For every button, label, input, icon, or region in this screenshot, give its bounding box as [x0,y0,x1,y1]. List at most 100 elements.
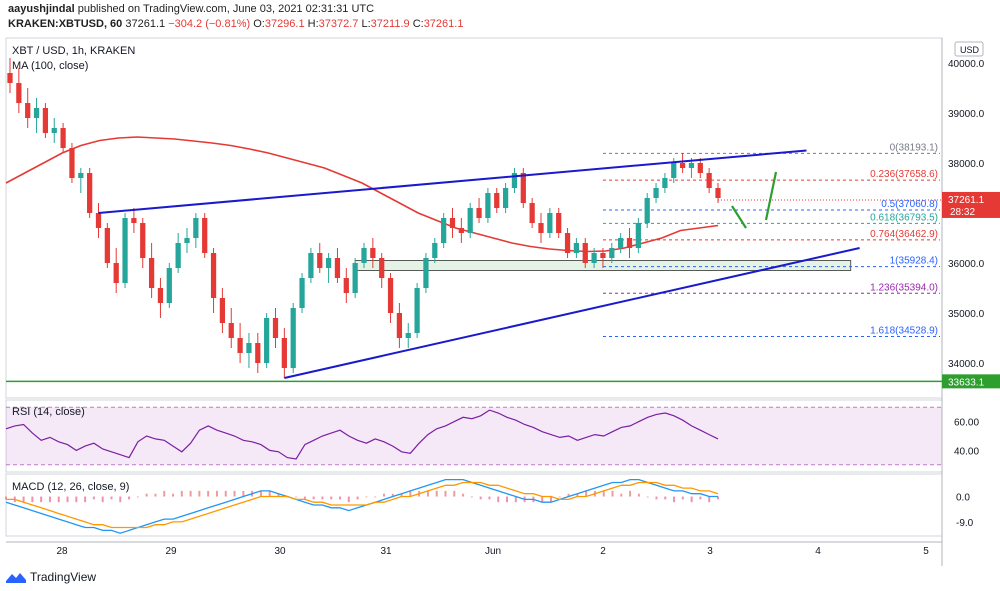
x-tick-label: 5 [923,546,929,557]
candle-body [547,213,553,233]
x-tick-label: 29 [165,546,177,557]
macd-histogram-bar [365,496,368,498]
macd-histogram-bar [655,496,658,500]
macd-histogram-bar [5,496,7,500]
candle-body [193,218,199,238]
macd-histogram-bar [426,490,429,497]
ma-indicator-label: MA (100, close) [12,60,88,72]
candle-body [131,218,137,223]
low-value: 37211.9 [370,18,410,30]
close-value: 37261.1 [423,18,464,30]
macd-histogram-bar [620,493,623,497]
last-price-badge [942,191,1000,218]
macd-histogram-bar [22,496,25,503]
candle-body [432,243,438,258]
macd-histogram-bar [470,496,473,498]
candle-body [662,178,668,188]
candle-body [157,288,164,303]
candle-body [272,318,279,338]
candle-body [396,313,403,338]
candle-body [264,318,270,363]
candle-body [325,258,332,268]
candle-body [635,223,641,248]
y-tick-label: 38000.0 [948,159,985,170]
candle-body [148,258,155,288]
macd-histogram-bar [154,493,157,497]
macd-histogram-bar [330,496,333,500]
chart-canvas[interactable]: 34000.035000.036000.037000.038000.039000… [0,0,1000,566]
candle-body [387,278,394,313]
candle-body [688,163,695,168]
price-pane [5,37,943,399]
candle-body [334,258,341,278]
x-tick-label: 4 [815,546,821,557]
candle-body [175,243,181,268]
macd-histogram-bar [488,496,491,500]
macd-histogram-bar [189,490,192,497]
y-tick-label: 39000.0 [948,109,985,120]
macd-line [5,478,718,534]
tradingview-logo[interactable]: TradingView [6,570,96,584]
candle-body [370,248,376,258]
candle-body [361,248,367,263]
candle-body [228,323,234,338]
low-label: L: [361,18,371,30]
candle-body [449,218,456,228]
macd-histogram-bar [664,496,667,500]
candle-body [618,238,624,248]
candle-body [556,213,562,233]
candle-body [290,308,296,368]
rsi-y-tick-label: 60.00 [954,418,979,429]
candle-body [671,163,677,178]
macd-histogram-bar [382,493,385,497]
macd-histogram-bar [198,490,201,497]
candle-body [51,128,57,133]
x-tick-label: 28 [56,546,68,557]
candle-body [104,228,110,263]
macd-histogram-bar [356,496,359,500]
candle-body [184,238,190,243]
candle-body [538,223,544,233]
candle-body [255,343,261,363]
macd-histogram-bar [435,490,438,497]
fib-level-label: 1.618(34528.9) [870,326,938,337]
candle-body [87,173,93,213]
x-tick-label: 30 [274,546,286,557]
publish-text: published on TradingView.com, June 03, 2… [77,3,375,15]
macd-histogram-bar [400,493,403,497]
last-price-label: 37261.1 [948,195,985,206]
macd-histogram-bar [462,493,465,497]
fib-level-label: 0(38193.1) [890,142,938,153]
macd-histogram-bar [567,493,570,497]
candle-body [511,173,518,188]
macd-histogram-bar [690,496,693,503]
macd-histogram-bar [233,490,236,497]
macd-title: MACD (12, 26, close, 9) [12,481,129,493]
macd-histogram-bar [31,496,34,503]
candle-body [591,253,597,263]
candle-body [706,173,712,188]
macd-histogram-bar [708,496,711,503]
high-value: 37372.7 [318,18,359,30]
candle-body [166,268,172,303]
footer: TradingView [0,566,1000,591]
symbol-name[interactable]: KRAKEN:XBTUSD, 60 [8,18,123,30]
macd-histogram-bar [602,490,605,497]
ohlc-info: KRAKEN:XBTUSD, 60 37261.1 −304.2 (−0.81%… [8,18,463,30]
macd-histogram-bar [497,496,500,503]
y-tick-label: 36000.0 [948,259,985,270]
rsi-band [6,407,942,465]
macd-histogram-bar [110,496,113,500]
candle-body [25,103,31,118]
fib-level-label: 0.618(36793.5) [870,212,938,223]
ma-100-line [5,136,719,253]
candle-body [715,188,721,198]
macd-histogram-bar [347,496,350,503]
author-name[interactable]: aayushjindal [8,3,75,15]
candle-body [502,188,509,208]
open-value: 37296.1 [264,18,305,30]
macd-histogram-bar [119,496,122,503]
signal-line [6,481,719,529]
candle-body [33,108,40,118]
candle-body [281,338,287,368]
